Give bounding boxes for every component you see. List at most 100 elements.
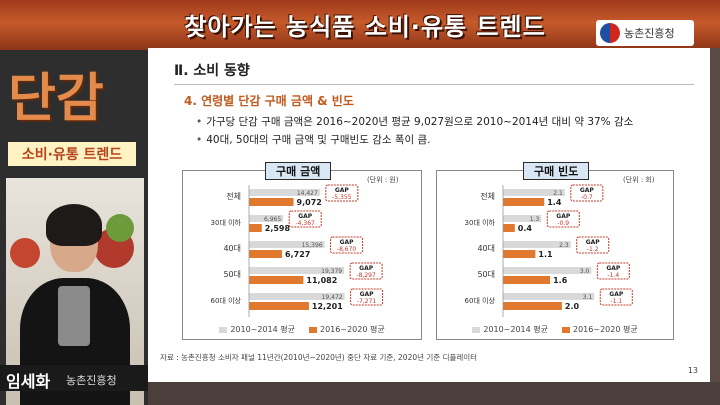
bar-value-label: 1.3 (530, 216, 540, 223)
legend-label: 2016~2020 평균 (320, 325, 385, 334)
category-label: 50대 (477, 270, 495, 279)
legend-label: 2010~2014 평균 (230, 325, 295, 334)
gap-title: GAP (606, 265, 621, 272)
category-label: 60대 이상 (465, 296, 496, 305)
gap-box (570, 184, 604, 202)
bar-value-label: 2.1 (553, 190, 563, 197)
legend-swatch (309, 326, 317, 333)
bar-2010-2014 (503, 293, 595, 300)
purchase-frequency-chart: 구매 빈도 (단위 : 회) 전체 2.1 1.4 GAP -0.7 30대 이하 1.3 0… (436, 162, 674, 340)
bar-2016-2020 (249, 224, 262, 232)
gap-title: GAP (609, 291, 624, 298)
bar-2016-2020 (503, 198, 545, 206)
bar-value-label: 12,201 (312, 302, 343, 311)
bar-value-label: 1.4 (547, 198, 562, 207)
gap-value: -4,367 (296, 220, 316, 227)
gap-value: -5,355 (332, 194, 352, 201)
gap-title: GAP (298, 213, 313, 220)
topic-title: 단감 (8, 69, 104, 129)
gap-title: GAP (360, 291, 375, 298)
gap-value: -1.4 (607, 272, 619, 279)
gap-title: GAP (580, 187, 595, 194)
rda-emblem-icon (600, 23, 620, 43)
legend-label: 2010~2014 평균 (483, 325, 548, 334)
speaker-shirt (58, 286, 90, 346)
gap-box (596, 262, 630, 280)
chart-title: 구매 빈도 (523, 162, 590, 180)
purchase-amount-chart: 구매 금액 (단위 : 원) 전체 14,427 9,072 GAP -5,355 30대… (182, 162, 422, 340)
gap-box (350, 288, 384, 306)
legend-label: 2016~2020 평균 (573, 325, 638, 334)
gap-value: -1.2 (587, 246, 599, 253)
category-label: 전체 (480, 191, 495, 201)
heading-divider (174, 84, 694, 85)
speaker-video (6, 178, 144, 405)
gap-value: -0.7 (581, 194, 593, 201)
left-panel: 단감 소비·유통 트렌드 (0, 50, 148, 405)
gap-value: -8,670 (337, 246, 357, 253)
banner-title: 찾아가는 농식품 소비·유통 트렌드 (184, 13, 546, 41)
gap-title: GAP (556, 213, 571, 220)
bar-2016-2020 (249, 250, 283, 258)
gap-value: -7,271 (357, 298, 377, 305)
name-bar (0, 365, 148, 391)
source-footnote: 자료 : 농촌진흥청 소비자 패널 11년간(2010년~2020년) 중단 자… (160, 353, 478, 362)
category-label: 50대 (223, 270, 241, 279)
bar-2016-2020 (503, 302, 562, 310)
logo-text: 농촌진흥청 (624, 27, 675, 40)
legend-item: 2016~2020 평균 (309, 324, 385, 335)
bar-value-label: 19,379 (321, 268, 342, 275)
bar-value-label: 14,427 (297, 190, 318, 197)
gap-box (599, 288, 633, 306)
chart-unit: (단위 : 원) (367, 176, 399, 184)
rda-logo: 농촌진흥청 (596, 20, 694, 46)
chart-legend: 2010~2014 평균 2016~2020 평균 (437, 324, 673, 335)
bar-2010-2014 (249, 293, 345, 300)
bar-2010-2014 (503, 241, 571, 248)
bar-2010-2014 (249, 267, 345, 274)
bar-2016-2020 (249, 198, 294, 206)
bar-2010-2014 (249, 189, 320, 196)
gap-title: GAP (335, 187, 350, 194)
speaker-hair (46, 204, 102, 246)
slide-subheading: 4. 연령별 단감 구매 금액 & 빈도 (184, 94, 354, 108)
bar-value-label: 19,472 (322, 294, 343, 301)
category-label: 30대 이하 (465, 218, 496, 227)
bar-2016-2020 (503, 276, 551, 284)
bar-value-label: 1.6 (553, 276, 568, 285)
bar-2016-2020 (503, 250, 536, 258)
bar-value-label: 11,082 (306, 276, 337, 285)
top-banner: 찾아가는 농식품 소비·유통 트렌드 농촌진흥청 (0, 0, 720, 50)
gap-box (576, 236, 610, 254)
bar-2016-2020 (503, 224, 515, 232)
legend-swatch (219, 326, 228, 333)
right-decoration (710, 48, 720, 382)
gap-box (325, 184, 359, 202)
bar-value-label: 3.1 (583, 294, 593, 301)
chart-unit: (단위 : 회) (623, 176, 655, 184)
bar-value-label: 3.0 (580, 268, 590, 275)
bar-2010-2014 (249, 241, 325, 248)
legend-item: 2016~2020 평균 (562, 324, 638, 335)
bar-value-label: 9,072 (297, 198, 322, 207)
category-label: 전체 (226, 191, 241, 201)
legend-item: 2010~2014 평균 (472, 324, 548, 335)
gap-title: GAP (340, 239, 355, 246)
bar-value-label: 2.3 (559, 242, 569, 249)
gap-value: -8,297 (356, 272, 376, 279)
gap-box (288, 210, 322, 228)
speaker-name: 임세화 (6, 372, 51, 391)
gap-title: GAP (586, 239, 601, 246)
slide-heading: Ⅱ. 소비 동향 (174, 63, 250, 79)
gap-box (349, 262, 383, 280)
legend-item: 2010~2014 평균 (219, 324, 295, 335)
bar-value-label: 6,727 (285, 250, 310, 259)
bullet-item: 40대, 50대의 구매 금액 및 구매빈도 감소 폭이 큼. (196, 132, 430, 147)
bar-2016-2020 (249, 302, 309, 310)
bar-2010-2014 (503, 267, 592, 274)
category-label: 60대 이상 (211, 296, 242, 305)
gap-box (330, 236, 364, 254)
bar-2010-2014 (249, 215, 284, 222)
